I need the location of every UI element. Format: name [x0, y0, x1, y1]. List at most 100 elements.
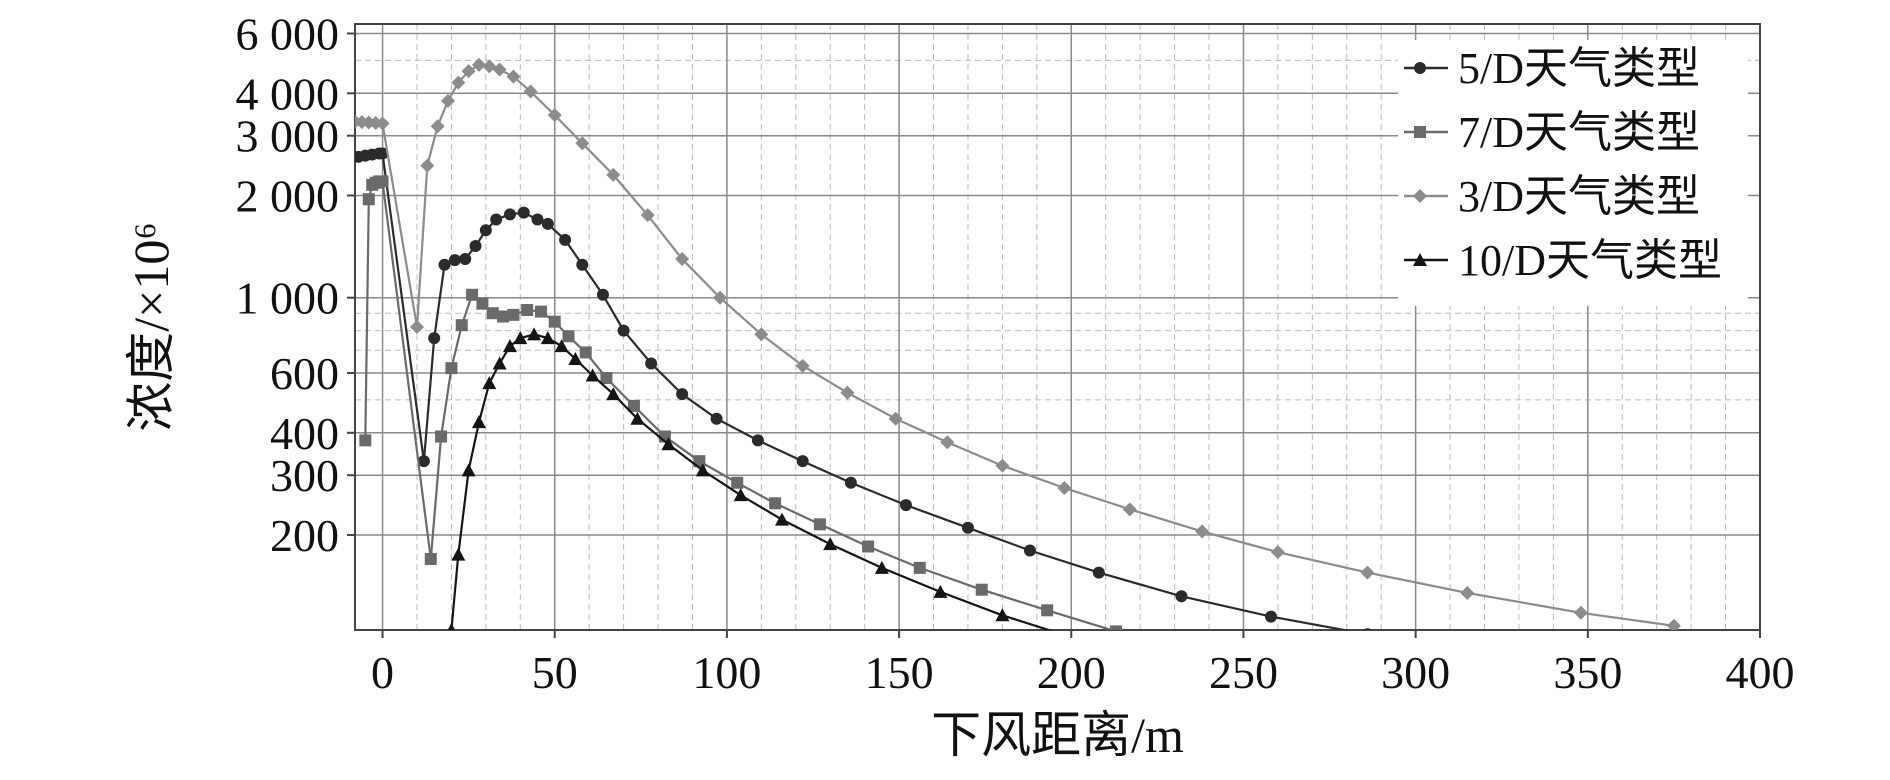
data-point	[713, 290, 728, 305]
data-point	[417, 455, 430, 468]
data-point	[596, 288, 609, 301]
data-point	[1573, 605, 1588, 620]
x-tick-label: 100	[692, 647, 761, 698]
y-tick-label: 300	[270, 450, 339, 501]
data-point	[913, 561, 926, 574]
data-point	[840, 385, 855, 400]
series-layer	[355, 57, 1681, 630]
data-point	[479, 224, 492, 237]
data-point	[409, 319, 424, 334]
data-point	[575, 136, 590, 151]
data-point	[492, 356, 507, 370]
x-tick-label: 50	[532, 647, 578, 698]
data-point	[502, 339, 517, 353]
data-point	[540, 331, 555, 345]
data-point	[733, 488, 748, 502]
x-tick-label: 350	[1553, 647, 1622, 698]
data-point	[527, 327, 542, 341]
series-2	[359, 175, 1123, 630]
data-point	[995, 458, 1010, 473]
data-point	[606, 387, 621, 401]
data-point	[995, 608, 1010, 622]
data-point	[813, 518, 826, 531]
data-point	[455, 319, 468, 332]
x-tick-label: 200	[1037, 647, 1106, 698]
data-point	[940, 435, 955, 450]
data-point	[576, 258, 589, 271]
data-point	[435, 430, 448, 443]
legend-label: 10/D天气类型	[1458, 236, 1722, 285]
data-point	[823, 537, 838, 551]
data-point	[1057, 481, 1072, 496]
data-point	[521, 303, 534, 316]
legend: 5/D天气类型 7/D天气类型 3/D天气类型 10/D天气类型	[1398, 40, 1748, 306]
data-point	[617, 324, 630, 337]
plot-frame	[354, 23, 1761, 631]
data-point	[640, 208, 655, 223]
data-point	[933, 584, 948, 598]
data-point	[961, 521, 974, 534]
data-point	[523, 84, 538, 99]
data-point	[899, 499, 912, 512]
data-point	[486, 307, 499, 320]
data-point	[645, 357, 658, 370]
data-point	[490, 213, 503, 226]
x-tick-label: 0	[371, 647, 394, 698]
data-point	[888, 411, 903, 426]
data-point	[1195, 524, 1210, 539]
data-point	[661, 437, 676, 451]
data-point	[1041, 604, 1054, 617]
series-3	[355, 57, 1681, 630]
data-point	[775, 512, 790, 526]
data-point	[451, 75, 466, 90]
data-point	[492, 62, 507, 77]
data-point	[1666, 618, 1681, 630]
data-point	[1460, 585, 1475, 600]
legend-label: 5/D天气类型	[1458, 44, 1700, 93]
y-tick-label: 2 000	[236, 170, 340, 221]
data-point	[695, 463, 710, 477]
data-point	[795, 358, 810, 373]
y-tick-label: 600	[270, 348, 339, 399]
data-point	[440, 93, 455, 108]
data-point	[497, 310, 510, 323]
data-point	[1363, 628, 1372, 630]
data-point	[1360, 565, 1375, 580]
data-point	[600, 372, 613, 385]
data-point	[562, 330, 575, 343]
data-point	[451, 547, 466, 561]
data-point	[420, 158, 435, 173]
legend-label: 7/D天气类型	[1458, 108, 1700, 157]
series-line	[355, 63, 1675, 627]
data-point	[531, 213, 544, 226]
data-point	[461, 463, 476, 477]
data-point	[1175, 590, 1188, 603]
data-point	[461, 64, 476, 79]
data-point	[547, 108, 562, 123]
data-point	[606, 167, 621, 182]
data-point	[1265, 610, 1278, 623]
data-point	[559, 233, 572, 246]
x-tick-label: 300	[1381, 647, 1450, 698]
data-point	[469, 239, 482, 252]
y-tick-label: 200	[270, 510, 339, 561]
data-point	[585, 368, 600, 382]
data-point	[874, 560, 889, 574]
data-point	[1110, 625, 1123, 630]
y-tick-label: 4 000	[236, 68, 340, 119]
x-axis-ticks: 0 50 100 150 200 250 300 350 400	[371, 630, 1795, 698]
data-point	[676, 388, 689, 401]
data-point	[630, 411, 645, 425]
data-point	[482, 59, 497, 74]
data-point	[376, 175, 389, 188]
data-point	[1413, 253, 1427, 266]
data-point	[445, 362, 458, 375]
data-point	[375, 116, 390, 131]
data-point	[844, 476, 857, 489]
data-point	[430, 119, 445, 134]
x-axis-title: 下风距离/m	[931, 707, 1184, 763]
data-point	[975, 583, 988, 596]
data-point	[579, 346, 592, 359]
data-point	[769, 497, 782, 510]
